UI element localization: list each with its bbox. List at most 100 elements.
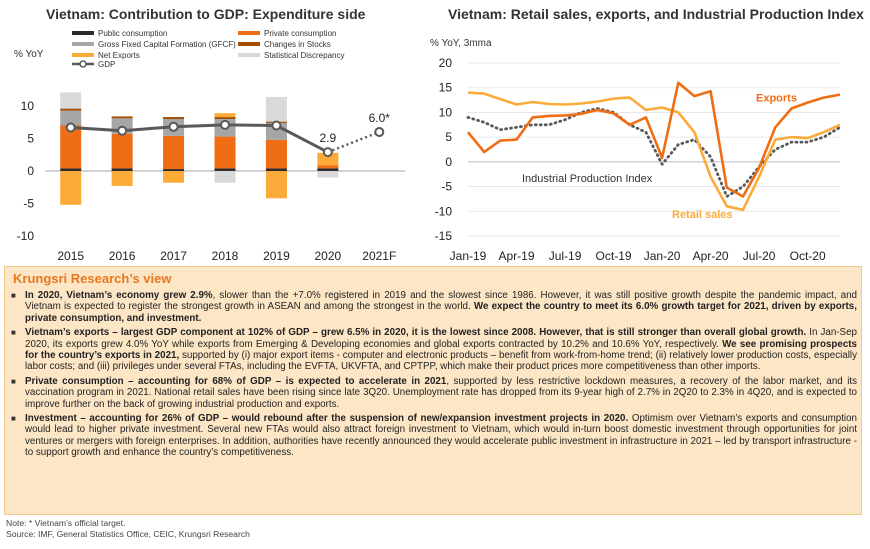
- y-tick-label: 0: [445, 155, 452, 169]
- gdp-data-label: 2.9: [320, 131, 337, 145]
- x-tick-label: Jan-19: [450, 249, 487, 263]
- bar-segment-net: [265, 171, 287, 199]
- series-line-0: [466, 81, 841, 198]
- bullet-item: Vietnam’s exports – largest GDP componen…: [11, 327, 857, 373]
- bullet-text: In Jan-Sep 2020, its exports grew 4.0% Y…: [25, 327, 857, 350]
- series-line-2: [466, 107, 842, 198]
- bar-segment-private: [163, 135, 185, 170]
- x-tick-label: 2021F: [362, 249, 396, 263]
- bar-segment-net: [317, 152, 339, 166]
- x-tick-label: Jan-20: [644, 249, 681, 263]
- bullet-item: In 2020, Vietnam’s economy grew 2.9%, sl…: [11, 290, 857, 324]
- legend-gdp-marker: [79, 60, 87, 68]
- x-tick-label: 2018: [212, 249, 239, 263]
- bar-segment-net: [111, 171, 133, 186]
- bullet-item: Investment – accounting for 26% of GDP –…: [11, 413, 857, 459]
- bullet-bold: Investment – accounting for 26% of GDP –…: [25, 413, 629, 425]
- x-tick-label: 2017: [160, 249, 187, 263]
- gdp-point: [65, 122, 76, 133]
- gdp-contribution-chart: % YoY Public consumption Private consumpti…: [14, 29, 405, 263]
- bar-segment-net: [60, 171, 82, 205]
- bullet-bold: Vietnam’s exports – largest GDP componen…: [25, 327, 807, 339]
- gdp-point: [168, 121, 179, 132]
- bullet-text: , slower than the +7.0% registered in 20…: [25, 290, 858, 313]
- bar-segment-net: [214, 113, 236, 118]
- y-tick-label: 5: [445, 130, 452, 144]
- bullet-text: Optimism over Vietnam’s exports and cons…: [25, 413, 857, 459]
- bar-segment-disc: [214, 171, 236, 183]
- gdp-line: [70, 123, 329, 154]
- y-tick-label: 15: [439, 81, 453, 95]
- bar-segment-stocks: [214, 117, 236, 119]
- legend-label: Private consumption: [264, 29, 336, 38]
- bar-segment-net: [163, 171, 185, 183]
- bullet-text: supported by (i) major export items - co…: [25, 350, 857, 373]
- bar-segment-disc: [60, 92, 82, 109]
- bar-segment-disc: [317, 171, 339, 178]
- left-chart-title: Vietnam: Contribution to GDP: Expenditur…: [46, 6, 366, 22]
- bar-segment-public: [265, 168, 287, 171]
- legend-label: Public consumption: [98, 29, 167, 38]
- bar-segment-disc: [265, 96, 287, 122]
- bar-segment-private: [111, 133, 133, 169]
- research-view-bullets: In 2020, Vietnam’s economy grew 2.9%, sl…: [11, 290, 857, 462]
- y-axis-title: % YoY, 3mma: [430, 38, 492, 49]
- bar-segment-stocks: [111, 116, 133, 119]
- bar-segment-private: [60, 125, 82, 169]
- gdp-point: [117, 125, 128, 136]
- y-tick-label: -10: [17, 229, 35, 243]
- bar-segment-public: [317, 168, 339, 171]
- y-tick-label: 5: [27, 132, 34, 146]
- x-tick-label: 2016: [109, 249, 136, 263]
- y-tick-label: 10: [21, 99, 35, 113]
- gdp-point: [271, 120, 282, 131]
- x-tick-label: 2020: [315, 249, 342, 263]
- x-tick-label: Jul-19: [549, 249, 582, 263]
- gdp-point: [220, 119, 230, 130]
- y-tick-label: -15: [435, 229, 453, 243]
- legend-swatch: [72, 53, 94, 57]
- x-tick-label: Oct-20: [790, 249, 826, 263]
- series-label-exports: Exports: [756, 93, 797, 105]
- bullet-item: Private consumption – accounting for 68%…: [11, 376, 857, 410]
- y-tick-label: 10: [439, 105, 453, 119]
- legend-swatch: [72, 31, 94, 35]
- series-label-ipi: Industrial Production Index: [522, 173, 653, 185]
- legend-label: Net Exports: [98, 51, 140, 60]
- bar-segment-private: [265, 139, 287, 169]
- legend-swatch: [238, 42, 260, 46]
- x-tick-label: Apr-20: [693, 249, 729, 263]
- footnotes: Note: * Vietnam’s official target. Sourc…: [6, 518, 250, 540]
- y-tick-label: -10: [435, 204, 453, 218]
- research-view-title: Krungsri Research’s view: [13, 271, 172, 286]
- y-axis-title: % YoY: [14, 49, 44, 60]
- gdp-point: [322, 147, 333, 158]
- x-tick-label: Oct-19: [596, 249, 632, 263]
- legend-label: Gross Fixed Capital Formation (GFCF): [98, 40, 236, 49]
- bar-segment-gfcf: [60, 110, 82, 126]
- x-tick-label: 2015: [57, 249, 84, 263]
- gdp-point: [374, 127, 385, 137]
- bar-segment-private: [317, 165, 339, 169]
- y-tick-label: -5: [441, 180, 452, 194]
- series-label-retail: Retail sales: [672, 209, 733, 221]
- bar-segment-stocks: [60, 108, 82, 111]
- series-line-1: [467, 91, 841, 212]
- bar-segment-public: [214, 168, 236, 171]
- bullet-bold: Private consumption – accounting for 68%…: [25, 375, 447, 387]
- bar-segment-private: [214, 136, 236, 169]
- gdp-data-label: 6.0*: [369, 111, 391, 125]
- bar-segment-public: [163, 169, 185, 171]
- legend-label: Changes in Stocks: [264, 40, 331, 49]
- gdp-forecast-line: [327, 130, 380, 154]
- bar-segment-public: [60, 168, 82, 171]
- legend-swatch: [238, 31, 260, 35]
- note-text: Note: * Vietnam’s official target.: [6, 518, 126, 528]
- bullet-text: , supported by less restrictive lockdown…: [25, 375, 857, 410]
- legend-swatch: [72, 42, 94, 46]
- x-tick-label: 2019: [263, 249, 290, 263]
- y-tick-label: -5: [23, 197, 34, 211]
- y-tick-label: 20: [439, 56, 453, 70]
- x-tick-label: Apr-19: [499, 249, 535, 263]
- source-text: Source: IMF, General Statistics Office, …: [6, 529, 250, 539]
